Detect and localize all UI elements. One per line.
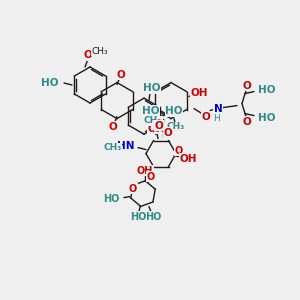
Text: O: O [154,121,164,130]
Text: O: O [164,128,172,138]
Text: CH₃: CH₃ [167,122,185,131]
Text: O: O [243,117,251,127]
Text: OH: OH [190,88,208,98]
Text: H: H [213,114,219,123]
Text: HO: HO [145,212,161,222]
Text: OH: OH [137,166,153,176]
Text: O: O [243,81,251,91]
Text: HO: HO [258,112,275,123]
Text: O: O [202,112,210,122]
Text: HO: HO [142,106,160,116]
Text: CH₃: CH₃ [144,116,162,125]
Text: CH₃: CH₃ [104,143,122,152]
Text: HO: HO [258,85,275,94]
Text: HO: HO [165,106,183,116]
Text: HO: HO [130,212,146,222]
Text: O: O [147,172,155,182]
Text: O: O [129,184,137,194]
Text: OH: OH [147,124,165,134]
Text: HO: HO [143,83,161,93]
Text: O: O [117,70,125,80]
Text: HN: HN [116,141,134,151]
Text: CH₃: CH₃ [92,46,108,56]
Text: HO: HO [103,194,120,204]
Text: N: N [214,103,222,114]
Text: O: O [84,50,92,60]
Text: OH: OH [179,154,197,164]
Text: O: O [175,146,183,156]
Text: HO: HO [40,78,58,88]
Text: O: O [109,122,117,132]
